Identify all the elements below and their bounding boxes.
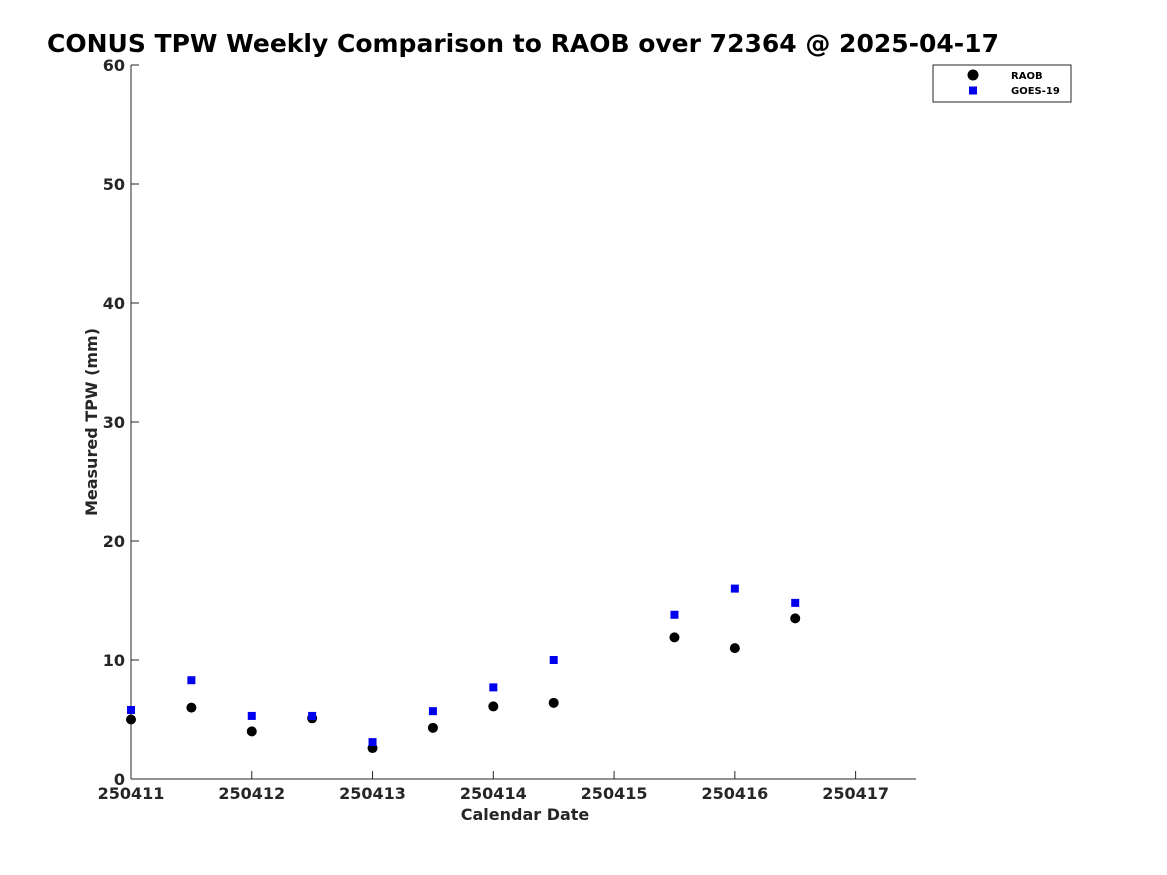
goes-19-point	[187, 676, 196, 685]
legend-goes-marker	[969, 86, 977, 95]
legend-raob-label: RAOB	[1011, 71, 1043, 82]
chart-title: CONUS TPW Weekly Comparison to RAOB over…	[47, 29, 999, 58]
goes-19-point	[368, 738, 377, 747]
goes-19-point	[428, 707, 437, 716]
goes-19-point	[127, 705, 135, 714]
legend-raob-marker	[967, 69, 979, 81]
goes-19-point	[247, 711, 256, 720]
raob-point	[488, 701, 499, 712]
goes-19-point	[670, 610, 679, 619]
raob-point	[126, 714, 136, 725]
y-tick-label: 30	[103, 413, 125, 432]
y-tick-label: 20	[103, 532, 125, 551]
goes-19-point	[730, 584, 739, 593]
x-tick-label: 250413	[339, 784, 406, 803]
goes-19-point	[489, 683, 498, 692]
y-ticks: 0 10 20 30 40 50 60	[103, 56, 139, 789]
raob-point	[729, 643, 740, 654]
x-tick-label: 250414	[460, 784, 527, 803]
plot-area	[130, 65, 916, 780]
x-tick-label: 250417	[822, 784, 889, 803]
raob-point	[186, 702, 197, 713]
y-axis-label: Measured TPW (mm)	[82, 328, 101, 516]
y-tick-label: 50	[103, 175, 125, 194]
x-tick-label: 250411	[98, 784, 165, 803]
legend: RAOB GOES-19	[932, 64, 1072, 103]
x-ticks: 250411 250412 250413 250414 250415 250416 2504…	[98, 771, 889, 803]
y-tick-label: 60	[103, 56, 125, 75]
data-markers	[126, 584, 801, 754]
x-axis-label: Calendar Date	[461, 805, 590, 824]
raob-point	[427, 722, 438, 733]
raob-point	[790, 613, 801, 624]
goes-19-point	[791, 598, 800, 607]
y-tick-label: 0	[114, 770, 125, 789]
x-tick-label: 250415	[581, 784, 648, 803]
raob-point	[246, 726, 257, 737]
raob-point	[669, 632, 680, 643]
x-tick-label: 250416	[701, 784, 768, 803]
legend-goes-label: GOES-19	[1011, 86, 1060, 97]
x-tick-label: 250412	[218, 784, 285, 803]
raob-point	[548, 697, 559, 708]
goes-19-point	[549, 656, 558, 664]
y-tick-label: 10	[103, 651, 125, 670]
goes-19-point	[308, 711, 317, 720]
legend-box	[932, 64, 1072, 103]
y-tick-label: 40	[103, 294, 125, 313]
